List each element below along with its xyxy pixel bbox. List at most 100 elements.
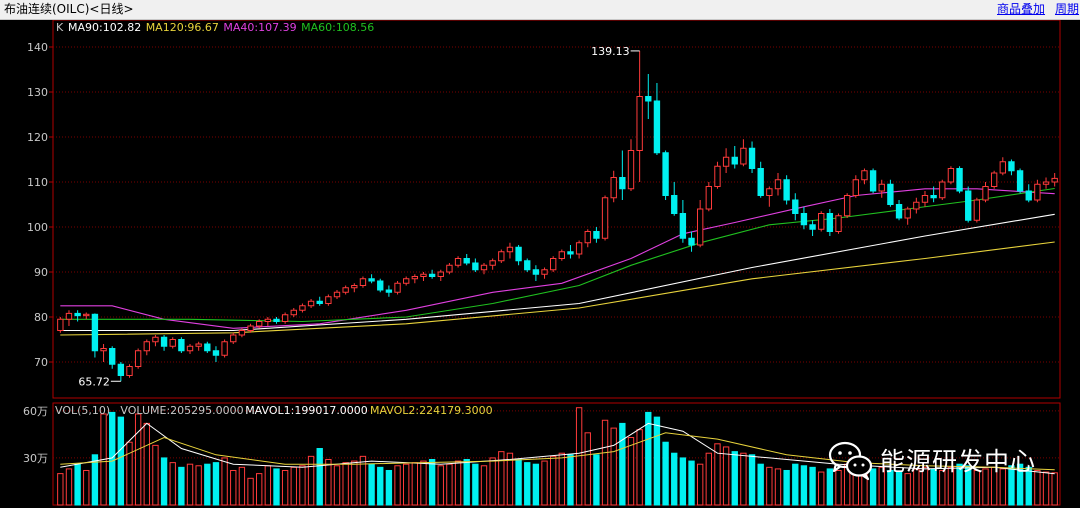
candle bbox=[299, 303, 306, 313]
candle bbox=[800, 206, 808, 230]
candle-body bbox=[100, 348, 107, 352]
candle bbox=[351, 283, 358, 293]
candle-body bbox=[247, 325, 254, 331]
candle bbox=[325, 294, 332, 306]
kline-chart[interactable]: 140 130 120 110 100 90 80 70 60万 30万 K MA90:102.82 M… bbox=[0, 20, 1080, 508]
candle bbox=[403, 276, 410, 286]
candle bbox=[696, 200, 704, 248]
candle-body bbox=[160, 336, 168, 347]
candle-body bbox=[748, 147, 756, 169]
candle-body bbox=[307, 300, 315, 307]
ma-line-ma60 bbox=[60, 187, 1055, 323]
candle-body bbox=[109, 348, 116, 365]
volume-bar bbox=[999, 468, 1006, 506]
candle-body bbox=[930, 195, 937, 199]
volume-bar bbox=[956, 463, 963, 506]
candle-body bbox=[956, 168, 963, 192]
candle-body bbox=[394, 282, 401, 293]
volume-bar bbox=[973, 469, 981, 506]
candle bbox=[178, 337, 185, 353]
price-tick-label: 100 bbox=[27, 221, 48, 234]
candle-body bbox=[65, 312, 73, 320]
candle bbox=[653, 83, 661, 155]
wechat-icon bbox=[828, 441, 873, 481]
candle bbox=[878, 179, 885, 198]
candle-body bbox=[809, 224, 816, 230]
candle bbox=[446, 263, 453, 275]
candle bbox=[489, 258, 496, 270]
volume-bar bbox=[454, 460, 462, 506]
candle bbox=[982, 182, 989, 203]
candle-body bbox=[204, 343, 211, 352]
candle-body bbox=[627, 150, 635, 190]
candle-body bbox=[152, 336, 159, 343]
period-link[interactable]: 周期 bbox=[1055, 2, 1080, 16]
ma-line-ma90 bbox=[60, 213, 1055, 332]
candle-body bbox=[273, 318, 280, 322]
volume-bar bbox=[238, 466, 246, 506]
price-tick-label: 140 bbox=[27, 41, 48, 54]
price-panel-border bbox=[52, 20, 1061, 399]
candle bbox=[921, 191, 929, 207]
overlay-link[interactable]: 商品叠加 bbox=[997, 2, 1046, 16]
candle bbox=[143, 339, 150, 356]
volume-bar bbox=[558, 452, 566, 506]
volume-bar bbox=[281, 469, 289, 506]
mavol-line-mavol1 bbox=[60, 422, 1055, 475]
candle bbox=[212, 346, 220, 362]
candle bbox=[238, 328, 246, 338]
volume-bar bbox=[705, 452, 712, 506]
volume-bar bbox=[532, 463, 540, 506]
ma-line-ma120 bbox=[60, 241, 1055, 336]
candle-body bbox=[403, 278, 410, 284]
candle-body bbox=[489, 260, 496, 266]
candle bbox=[57, 317, 64, 333]
candle-body bbox=[134, 350, 142, 367]
volume-legend-item: VOLUME:205295.0000 bbox=[120, 404, 243, 417]
candle bbox=[307, 299, 315, 308]
candle bbox=[541, 267, 548, 279]
candle-body bbox=[696, 208, 704, 246]
candle bbox=[826, 209, 834, 236]
volume-bar bbox=[671, 452, 678, 506]
volume-bar bbox=[333, 465, 341, 506]
candle-body bbox=[178, 339, 185, 352]
candle bbox=[454, 256, 462, 268]
volume-bar bbox=[662, 441, 669, 506]
volume-bar bbox=[230, 469, 237, 506]
price-tick-label: 120 bbox=[27, 131, 48, 144]
volume-bar bbox=[65, 468, 73, 506]
volume-bar bbox=[74, 463, 81, 506]
candle bbox=[1008, 159, 1015, 176]
candle-body bbox=[186, 345, 194, 352]
candle-body bbox=[575, 242, 583, 255]
candle bbox=[83, 312, 90, 320]
candle-body bbox=[472, 262, 479, 271]
candle-body bbox=[264, 318, 272, 322]
price-tick-label: 80 bbox=[34, 311, 48, 324]
price-tick-label: 70 bbox=[34, 356, 48, 369]
volume-bar bbox=[1008, 465, 1015, 506]
candle-body bbox=[688, 237, 695, 246]
volume-bar bbox=[428, 458, 436, 506]
candle-body bbox=[792, 199, 799, 214]
ma-legend-item: MA90:102.82 bbox=[68, 21, 141, 34]
candle bbox=[688, 231, 695, 252]
volume-bar bbox=[506, 452, 514, 506]
candle bbox=[792, 193, 799, 221]
candle-body bbox=[325, 296, 332, 304]
candle-body bbox=[567, 251, 574, 255]
candle bbox=[904, 206, 911, 225]
candle bbox=[999, 157, 1006, 176]
candle-body bbox=[973, 199, 981, 221]
volume-bar bbox=[965, 465, 972, 506]
candle-body bbox=[91, 313, 99, 352]
candle bbox=[273, 317, 280, 324]
volume-panel-border bbox=[52, 402, 1061, 506]
volume-bar bbox=[679, 457, 687, 506]
candle bbox=[1016, 168, 1024, 194]
volume-bar bbox=[878, 466, 885, 506]
candle bbox=[731, 146, 738, 169]
volume-bar bbox=[1025, 466, 1032, 506]
